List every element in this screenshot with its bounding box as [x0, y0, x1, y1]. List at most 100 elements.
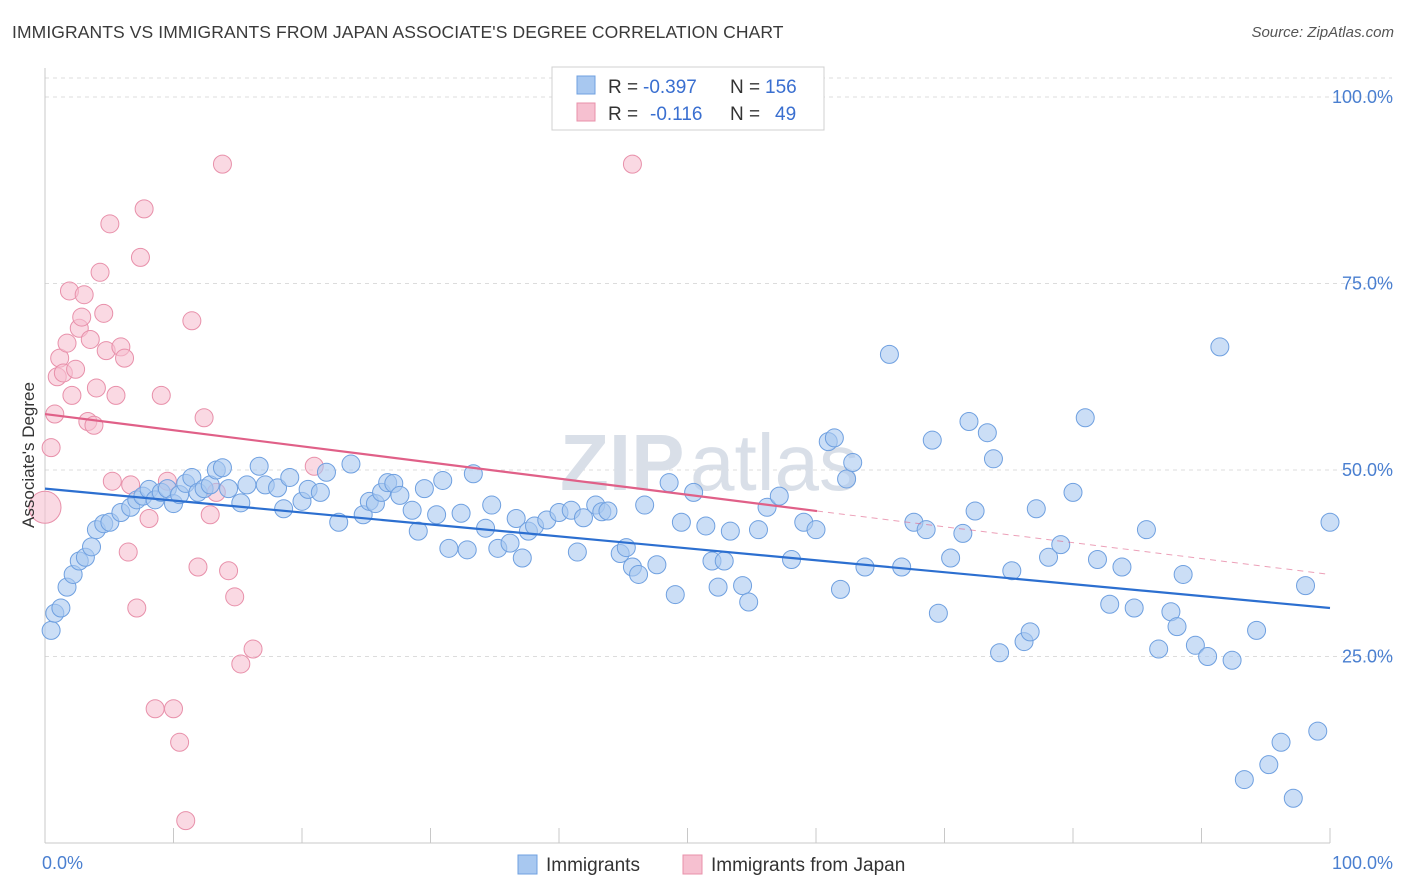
immigrant-point: [824, 428, 844, 448]
legend-n-value-1: 156: [765, 77, 797, 98]
legend-r-value-2: -0.116: [650, 104, 702, 125]
immigrant-point: [965, 501, 985, 521]
x-tick-label: 0.0%: [42, 853, 83, 873]
japan-point: [72, 307, 92, 327]
y-tick-label: 50.0%: [1342, 460, 1393, 480]
axes: [44, 68, 1331, 844]
immigrant-point: [990, 643, 1010, 663]
immigrant-point: [696, 516, 716, 536]
immigrant-point: [983, 449, 1003, 469]
immigrant-point: [427, 505, 447, 525]
x-tick-label: 100.0%: [1332, 853, 1393, 873]
immigrant-point: [941, 548, 961, 568]
japan-point: [74, 285, 94, 305]
immigrant-point: [922, 430, 942, 450]
trend-lines: [44, 412, 1331, 610]
immigrant-point: [482, 495, 502, 515]
japan-point: [194, 408, 214, 428]
japan-point: [86, 378, 106, 398]
immigrant-point: [341, 454, 361, 474]
immigrant-point: [1210, 337, 1230, 357]
japan-point: [57, 333, 77, 353]
immigrant-point: [237, 475, 257, 495]
immigrant-point: [977, 423, 997, 443]
immigrant-point: [408, 521, 428, 541]
bottom-legend-swatch-immigrants: [517, 854, 538, 875]
immigrant-point: [329, 512, 349, 532]
immigrant-point: [806, 520, 826, 540]
immigrant-point: [1002, 561, 1022, 581]
immigrant-point: [635, 495, 655, 515]
japan-point: [151, 385, 171, 405]
japan-point: [62, 385, 82, 405]
japan-point: [231, 654, 251, 674]
japan-trend-extension: [816, 510, 1331, 575]
japan-point: [225, 587, 245, 607]
legend-r-label-1: R =: [608, 77, 638, 98]
japan-point: [127, 598, 147, 618]
immigrant-point: [739, 592, 759, 612]
japan-point: [622, 154, 642, 174]
immigrant-point: [1051, 535, 1071, 555]
immigrant-point: [41, 620, 61, 640]
japan-point: [145, 699, 165, 719]
japan-point: [134, 199, 154, 219]
immigrant-point: [1308, 721, 1328, 741]
bottom-legend: Immigrants Immigrants from Japan: [517, 854, 905, 876]
immigrant-point: [280, 467, 300, 487]
watermark-zip: ZIP: [560, 418, 684, 507]
y-tick-label: 100.0%: [1332, 87, 1393, 107]
immigrant-point: [1259, 755, 1279, 775]
immigrant-point: [1112, 557, 1132, 577]
immigrant-point: [665, 585, 685, 605]
japan-point: [130, 247, 150, 267]
immigrant-point: [855, 557, 875, 577]
immigrant-point: [1039, 547, 1059, 567]
japan-trend-line: [44, 412, 818, 513]
japan-point: [66, 359, 86, 379]
immigrant-point: [953, 523, 973, 543]
y-tick-label: 25.0%: [1342, 647, 1393, 667]
immigrant-point: [82, 537, 102, 557]
immigrant-point: [1320, 512, 1340, 532]
immigrant-point: [1198, 647, 1218, 666]
immigrant-point: [567, 542, 587, 562]
immigrant-point: [1100, 594, 1120, 614]
japan-point: [182, 311, 202, 331]
immigrant-point: [1173, 564, 1193, 584]
y-tick-label: 75.0%: [1342, 274, 1393, 294]
immigrant-point: [1296, 576, 1316, 596]
immigrant-point: [714, 551, 734, 571]
bottom-legend-swatch-japan: [682, 854, 703, 875]
japan-point: [188, 557, 208, 577]
y-axis-label: Associate's Degree: [19, 382, 38, 528]
immigrant-point: [1283, 788, 1303, 808]
immigrant-point: [457, 540, 477, 560]
immigrant-point: [843, 453, 863, 473]
immigrant-point: [1087, 550, 1107, 570]
japan-point: [118, 542, 138, 562]
immigrant-points: [41, 337, 1340, 808]
immigrant-point: [512, 548, 532, 568]
immigrant-point: [51, 598, 71, 618]
immigrant-point: [671, 512, 691, 532]
immigrant-point: [402, 500, 422, 520]
japan-point: [102, 471, 122, 491]
immigrant-point: [1271, 732, 1291, 752]
immigrant-point: [1124, 598, 1144, 618]
legend-r-label-2: R =: [608, 104, 638, 125]
immigrant-point: [1026, 499, 1046, 519]
legend-swatch-immigrants: [576, 75, 596, 95]
bottom-legend-immigrants: Immigrants: [546, 855, 640, 876]
immigrant-point: [1234, 770, 1254, 790]
immigrant-point: [1167, 617, 1187, 637]
immigrant-point: [598, 501, 618, 521]
japan-point: [94, 303, 114, 323]
japan-point: [176, 811, 196, 831]
japan-point: [164, 699, 183, 719]
immigrant-point: [830, 579, 850, 599]
japan-point: [106, 385, 126, 405]
immigrant-point: [769, 486, 789, 506]
immigrant-point: [316, 462, 336, 482]
